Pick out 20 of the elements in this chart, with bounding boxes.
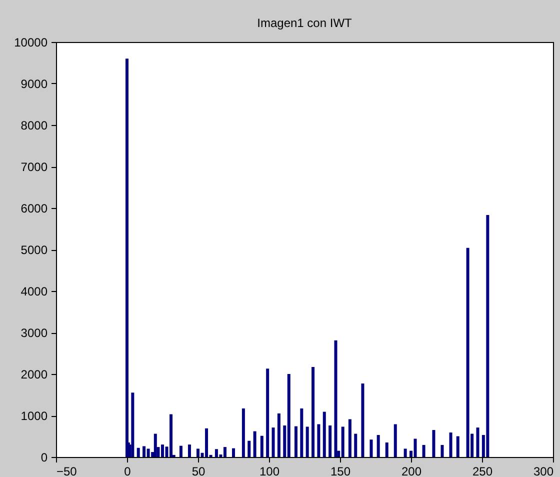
y-tick-label: 9000 (20, 77, 48, 91)
y-tick-label: 8000 (20, 118, 48, 132)
x-tick-label: 100 (259, 464, 280, 477)
y-tick-label: 0 (40, 450, 48, 464)
chart-title: Imagen1 con IWT (257, 16, 353, 30)
x-tick-label: 200 (401, 464, 422, 477)
x-tick-label: 250 (472, 464, 493, 477)
y-tick-label: 4000 (20, 284, 48, 298)
y-tick-label: 2000 (20, 368, 48, 382)
y-tick-label: 5000 (20, 243, 48, 257)
x-tick-label: −50 (56, 464, 78, 477)
x-tick-label: 300 (533, 464, 554, 477)
y-tick-label: 6000 (20, 202, 48, 216)
y-tick-label: 3000 (20, 326, 48, 340)
y-tick-label: 7000 (20, 160, 48, 174)
y-tick-label: 1000 (20, 409, 48, 423)
x-tick-label: 0 (124, 464, 132, 477)
x-tick-label: 150 (330, 464, 351, 477)
x-tick-label: 50 (192, 464, 206, 477)
y-tick-label: 10000 (14, 36, 48, 50)
